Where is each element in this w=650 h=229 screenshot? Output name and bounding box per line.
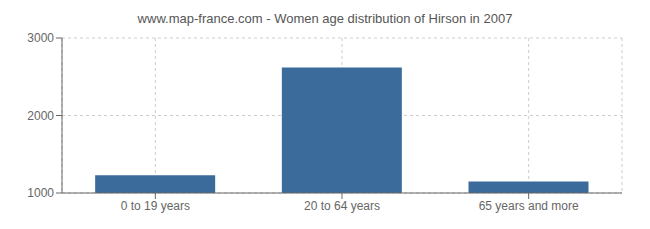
svg-text:2000: 2000 [27,109,54,123]
svg-text:3000: 3000 [27,31,54,45]
svg-text:0 to 19 years: 0 to 19 years [121,199,190,213]
html-text:www.map-france.com - Women age: www.map-france.com - Women age distribut… [137,11,513,26]
svg-text:20 to 64 years: 20 to 64 years [304,199,380,213]
svg-text:65 years and more: 65 years and more [479,199,579,213]
svg-text:1000: 1000 [27,186,54,200]
